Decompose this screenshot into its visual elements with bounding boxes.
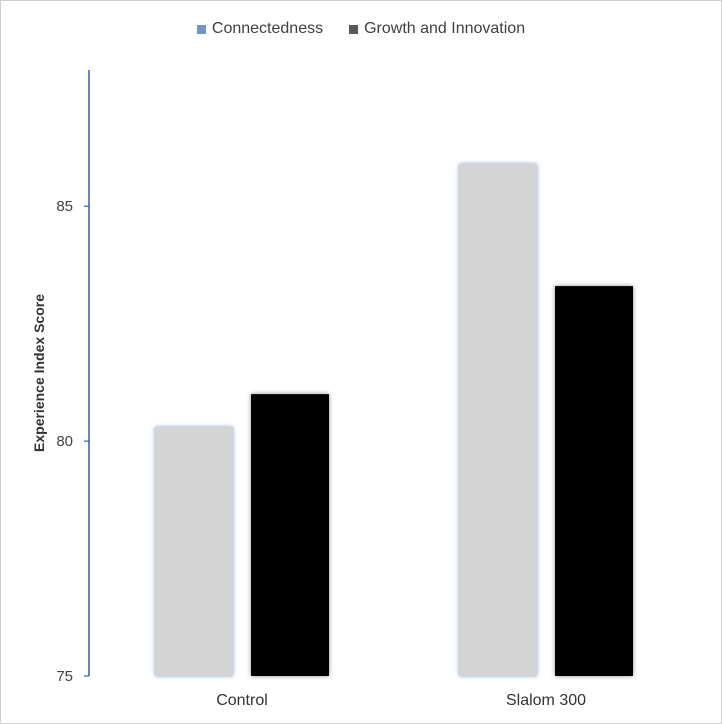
legend-label-connectedness: Connectedness xyxy=(211,20,324,37)
y-tick-label-80: 80 xyxy=(56,433,73,450)
legend-item-growth-and-innovation: Growth and Innovation xyxy=(349,20,525,38)
y-tick-label-75: 75 xyxy=(56,668,73,685)
legend-item-connectedness: Connectedness xyxy=(196,20,324,38)
legend-swatch-connectedness xyxy=(196,24,206,34)
bar-slalom-300-connectedness xyxy=(459,163,537,676)
bar-control-growth-and-innovation xyxy=(251,394,329,676)
bar-slalom-300-growth-and-innovation xyxy=(555,286,633,676)
legend-label-growth-and-innovation: Growth and Innovation xyxy=(364,20,526,37)
x-tick-label-slalom-300: Slalom 300 xyxy=(506,692,586,709)
legend: Connectedness Growth and Innovation xyxy=(0,20,722,38)
y-axis-label: Experience Index Score xyxy=(31,294,47,452)
x-tick-label-control: Control xyxy=(216,692,268,709)
y-tick-label-85: 85 xyxy=(56,198,73,215)
legend-swatch-growth-and-innovation xyxy=(349,24,359,34)
bar-control-connectedness xyxy=(155,427,233,676)
